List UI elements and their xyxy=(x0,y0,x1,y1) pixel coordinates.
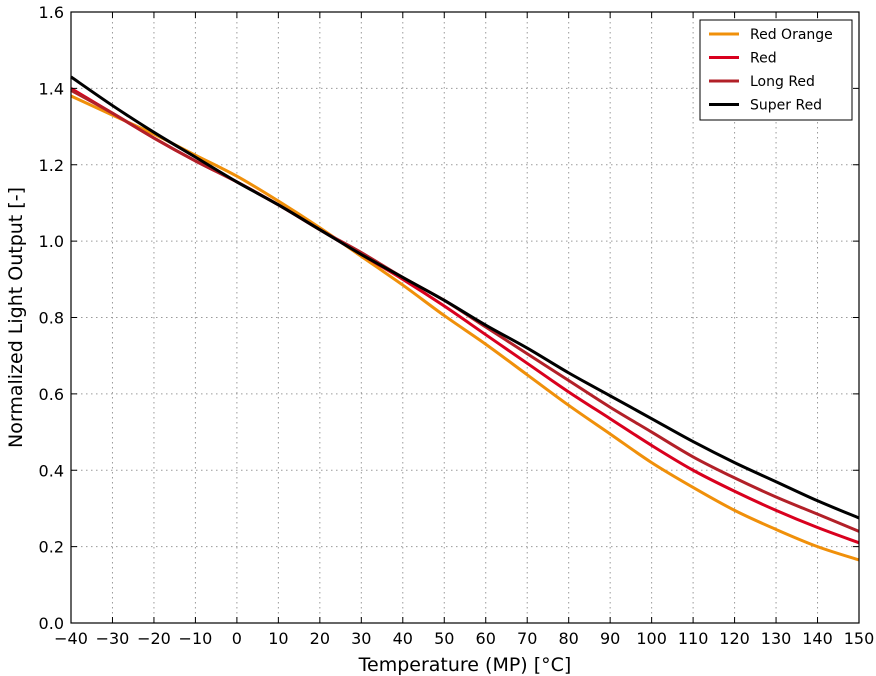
y-tick-label: 0.4 xyxy=(39,461,64,480)
y-tick-label: 0.0 xyxy=(39,614,64,633)
axis-ticks xyxy=(70,11,860,624)
series-line-red-orange xyxy=(70,94,860,562)
y-tick-label: 0.2 xyxy=(39,538,64,557)
x-tick-label: −30 xyxy=(96,629,130,648)
grid-lines xyxy=(71,12,859,623)
legend-label-red-orange: Red Orange xyxy=(750,27,833,43)
series-lines xyxy=(70,75,860,562)
x-tick-label: 40 xyxy=(393,629,413,648)
series-line-super-red xyxy=(70,75,860,520)
x-tick-label: 110 xyxy=(678,629,709,648)
y-tick-label: 1.6 xyxy=(39,3,64,22)
legend-label-super-red: Super Red xyxy=(750,98,822,114)
x-tick-label: 140 xyxy=(802,629,833,648)
x-tick-label: 0 xyxy=(232,629,242,648)
x-tick-label: 30 xyxy=(351,629,371,648)
x-tick-label: 20 xyxy=(310,629,330,648)
y-tick-label: 0.6 xyxy=(39,385,64,404)
x-tick-labels: −40 −30 −20 −10 0 10 20 30 40 50 60 70 80 90 100 110 120… xyxy=(54,629,874,648)
x-tick-label: 130 xyxy=(761,629,792,648)
y-tick-label: 1.2 xyxy=(39,156,64,175)
legend-label-red: Red xyxy=(750,51,777,67)
y-tick-label: 1.0 xyxy=(39,232,64,251)
x-tick-label: 60 xyxy=(476,629,496,648)
x-tick-label: 120 xyxy=(719,629,750,648)
y-tick-label: 0.8 xyxy=(39,309,64,328)
legend-label-long-red: Long Red xyxy=(750,74,815,90)
x-tick-label: 10 xyxy=(268,629,288,648)
x-tick-label: 50 xyxy=(434,629,454,648)
x-tick-label: 80 xyxy=(559,629,579,648)
x-tick-label: 70 xyxy=(517,629,537,648)
x-tick-label: −40 xyxy=(54,629,88,648)
x-axis-title: Temperature (MP) [°C] xyxy=(358,654,572,676)
x-tick-label: −20 xyxy=(137,629,171,648)
legend: Red Orange Red Long Red Super Red xyxy=(699,19,853,121)
x-tick-label: 90 xyxy=(600,629,620,648)
y-tick-labels: 0.0 0.2 0.4 0.6 0.8 1.0 1.2 1.4 1.6 xyxy=(39,3,64,633)
x-tick-label: −10 xyxy=(179,629,213,648)
y-tick-label: 1.4 xyxy=(39,79,64,98)
x-tick-label: 150 xyxy=(844,629,875,648)
x-tick-label: 100 xyxy=(636,629,667,648)
y-axis-title: Normalized Light Output [-] xyxy=(5,187,27,448)
